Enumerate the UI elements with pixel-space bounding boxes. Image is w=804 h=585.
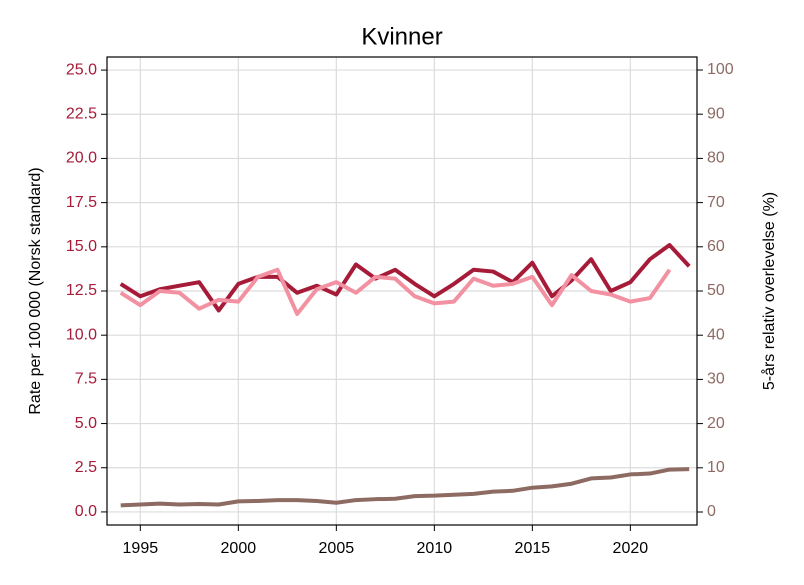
x-tick-label: 1995 [123,540,159,557]
plot-frame [106,56,698,526]
x-tick-label: 2000 [221,540,257,557]
y-axis-label: Rate per 100 000 (Norsk standard) [27,167,44,414]
y2-tick-label: 50 [707,282,725,299]
data-line [119,243,691,313]
y2-tick-label: 20 [707,415,725,432]
x-tick-label: 2005 [319,540,355,557]
data-line [119,267,672,316]
chart-title: Kvinner [361,23,442,50]
y2-tick-label: 10 [707,459,725,476]
y-tick-label: 2.5 [75,459,97,476]
y2-axis-label: 5-års relativ overlevelse (%) [760,192,778,390]
y-tick-label: 15.0 [66,238,97,255]
y-tick-label: 20.0 [66,150,97,167]
y2-tick-label: 100 [707,61,734,78]
y-tick-label: 22.5 [66,105,97,122]
y2-tick-label: 70 [707,194,725,211]
y-tick-label: 17.5 [66,194,97,211]
x-tick-label: 2020 [613,540,649,557]
y2-tick-label: 0 [707,503,716,520]
data-line [120,467,690,508]
x-tick-label: 2015 [515,540,551,557]
x-tick-label: 2010 [417,540,453,557]
y-tick-label: 0.0 [75,503,97,520]
y-tick-label: 10.0 [66,326,97,343]
y-tick-label: 5.0 [75,415,97,432]
y-tick-label: 25.0 [66,61,97,78]
y2-tick-label: 90 [707,105,725,122]
y-tick-label: 7.5 [75,371,97,388]
y2-tick-label: 40 [707,326,725,343]
y2-tick-label: 80 [707,150,725,167]
y-tick-label: 12.5 [66,282,97,299]
y2-tick-label: 60 [707,238,725,255]
y2-tick-label: 30 [707,371,725,388]
